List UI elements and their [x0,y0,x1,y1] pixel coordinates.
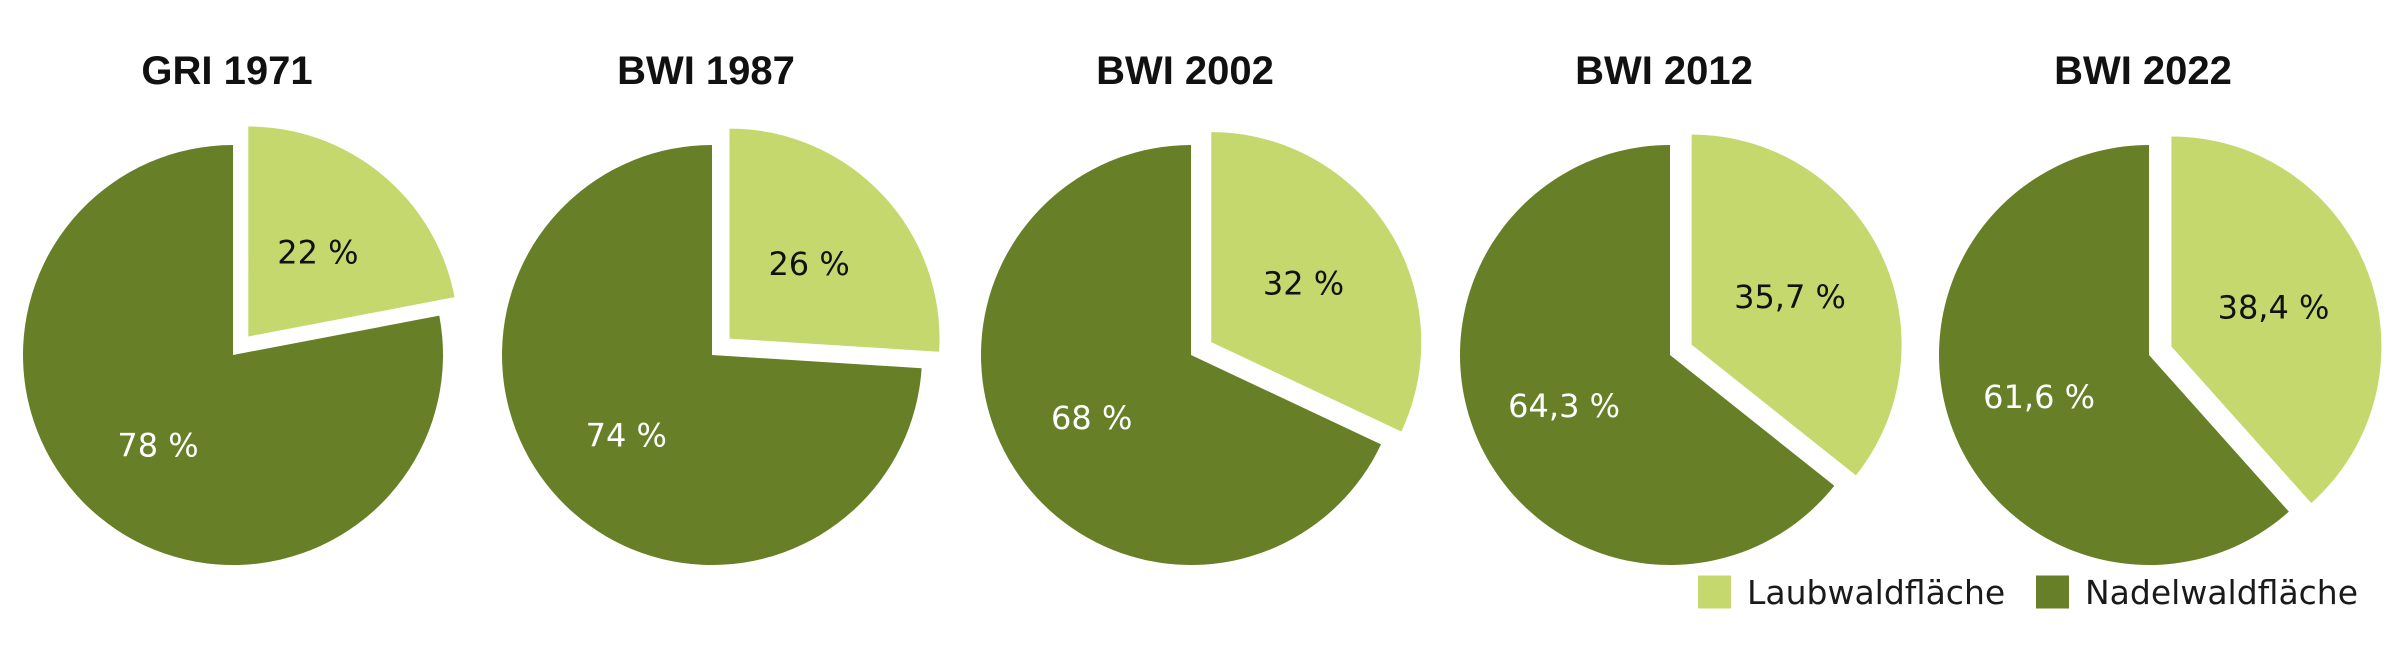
pie-title: BWI 2002 [1096,49,1274,93]
slice-label: 26 % [768,245,849,283]
legend: Laubwaldfläche Nadelwaldfläche [1698,573,2358,612]
pie-title: GRI 1971 [141,49,312,93]
slice-laubwald [1691,134,1902,476]
slice-label: 38,4 % [2218,289,2330,327]
pie-title: BWI 2022 [2054,49,2232,93]
pie-title: BWI 1987 [617,49,795,93]
slice-laubwald [729,128,940,352]
legend-label-nadelwald: Nadelwaldfläche [2085,573,2358,612]
pie-group: BWI 1987 26 % 74 % [502,49,940,566]
pie-title: BWI 2012 [1575,49,1753,93]
slice-label: 74 % [586,417,667,455]
slice-nadelwald [1939,145,2289,565]
slice-label: 35,7 % [1734,278,1846,316]
legend-swatch-laubwald [1698,575,1731,609]
slice-label: 22 % [277,233,358,271]
slice-nadelwald [980,145,1382,565]
slice-nadelwald [1460,145,1835,565]
pie-group: BWI 2022 38,4 % 61,6 % [1939,49,2382,565]
slice-label: 64,3 % [1508,387,1620,425]
slice-label: 32 % [1263,265,1344,303]
slice-label: 78 % [117,427,198,465]
pie-group: GRI 1971 22 % 78 % [22,49,455,566]
pie-group: BWI 2012 35,7 % 64,3 % [1460,49,1902,565]
slice-laubwald [248,126,455,337]
slice-label: 68 % [1051,399,1132,437]
slice-laubwald [1211,132,1422,432]
legend-swatch-nadelwald [2036,575,2069,609]
slice-label: 61,6 % [1983,378,2095,416]
slice-nadelwald [22,145,443,566]
slice-nadelwald [502,145,922,566]
pie-group: BWI 2002 32 % 68 % [980,49,1422,565]
legend-label-laubwald: Laubwaldfläche [1747,573,2005,612]
slice-laubwald [2171,136,2382,504]
